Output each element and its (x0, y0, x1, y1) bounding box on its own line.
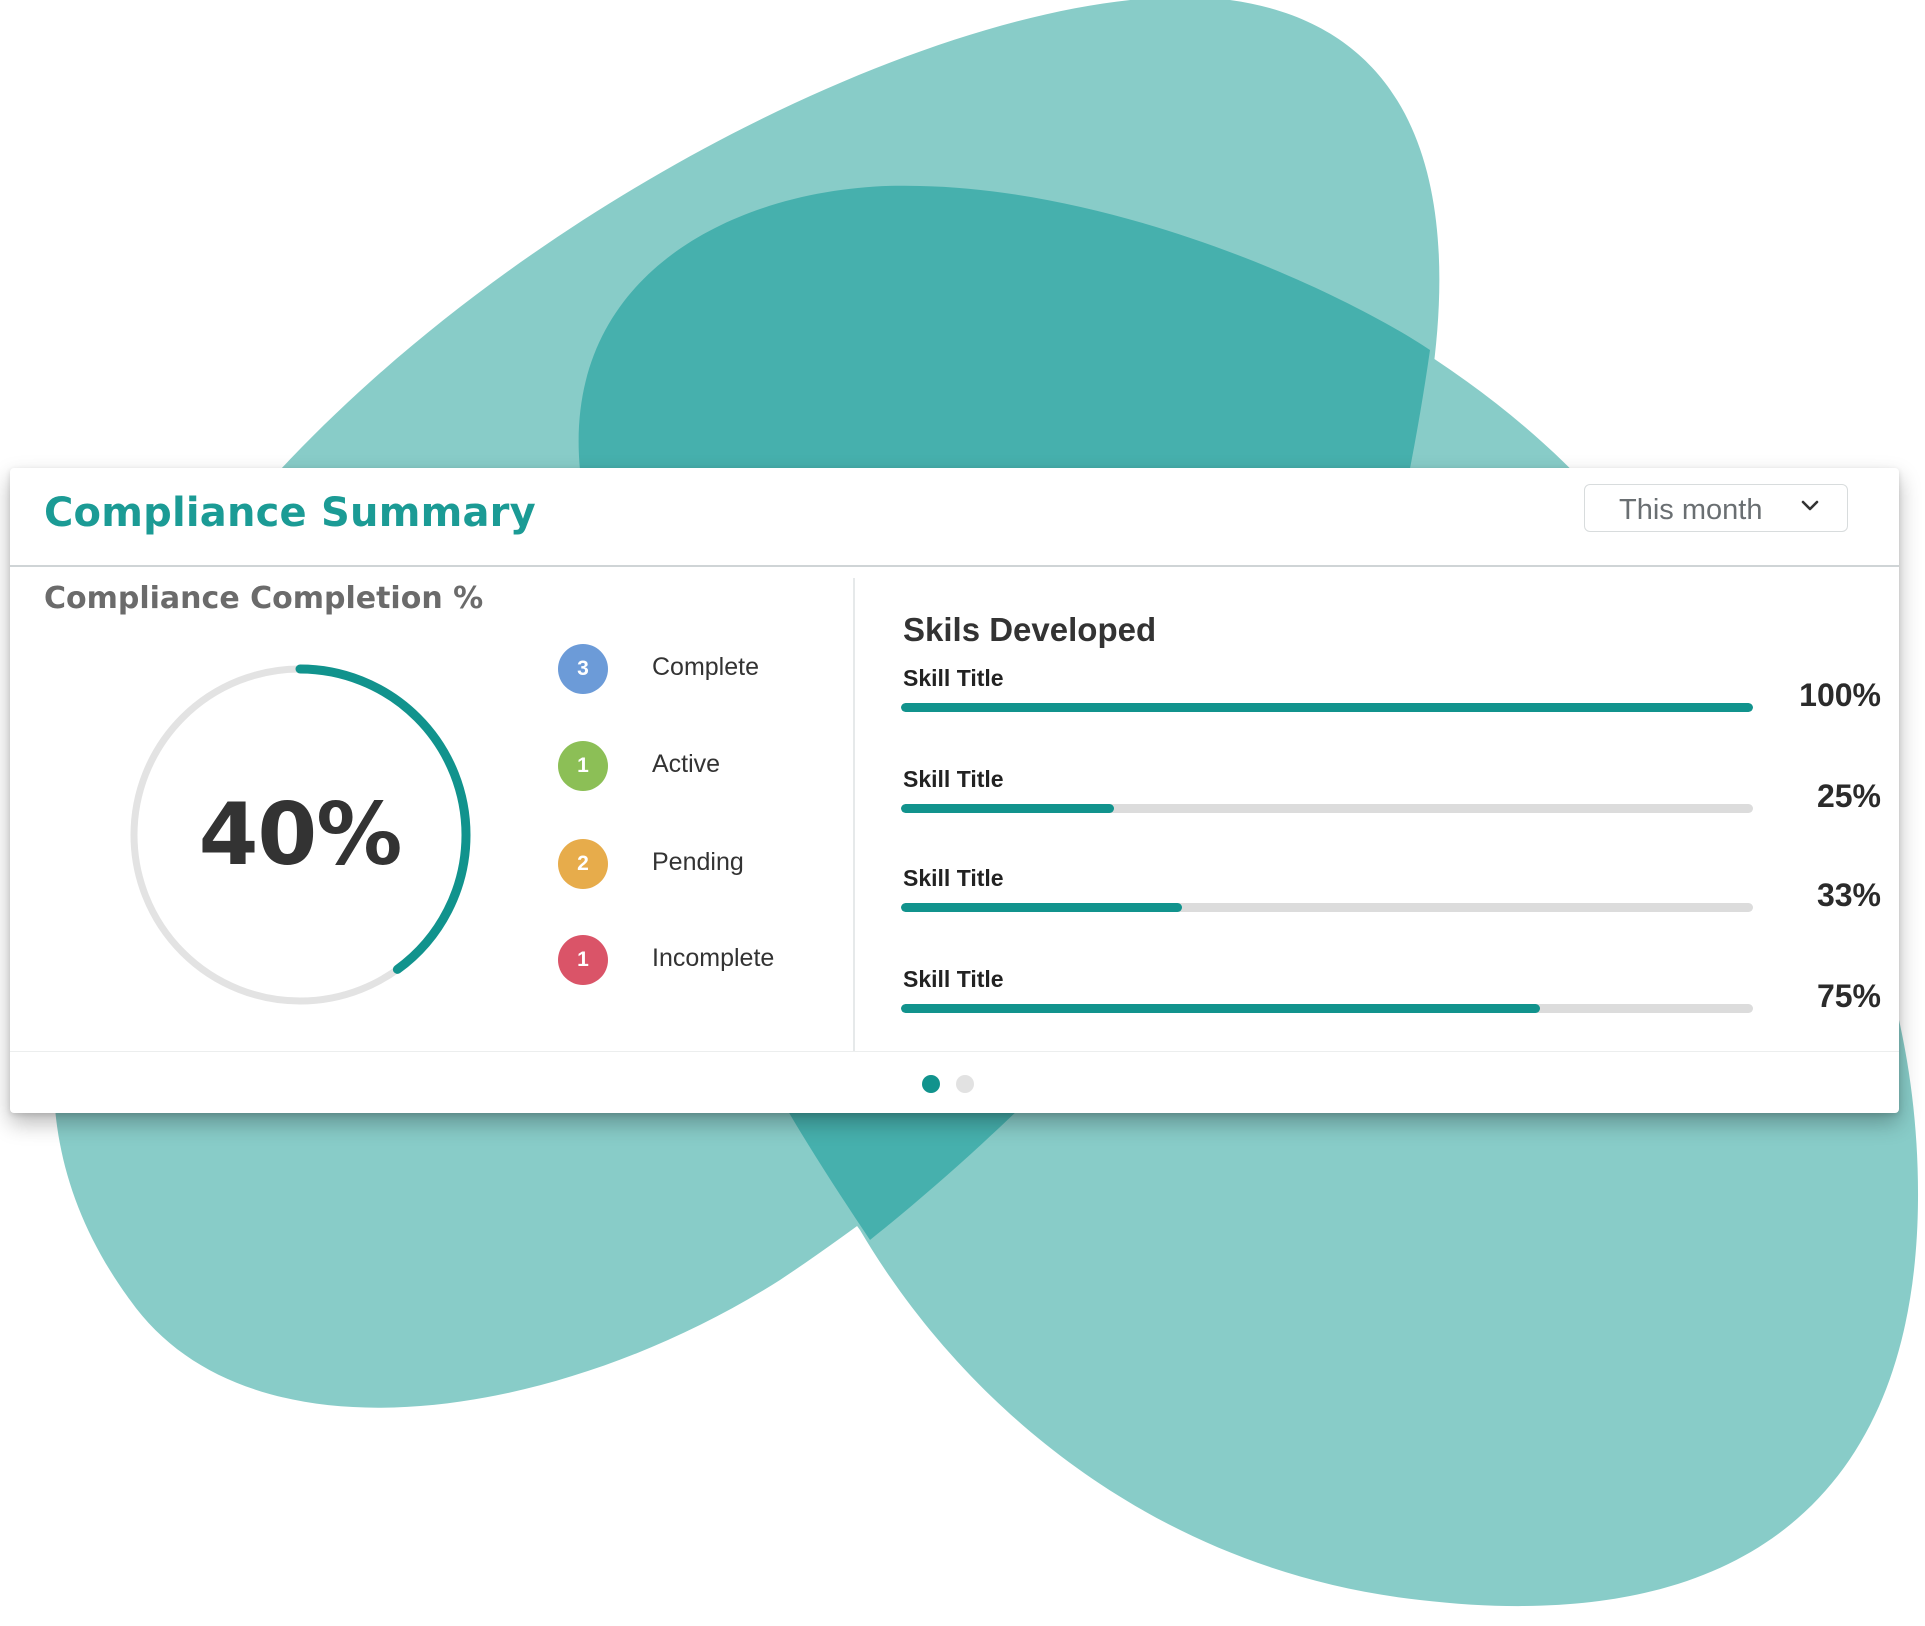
skill-progress-fill (901, 804, 1114, 813)
legend-item-active: 1 Active (558, 739, 818, 793)
chevron-down-icon (1801, 500, 1819, 511)
card-title: Compliance Summary (44, 490, 536, 536)
skill-row: Skill Title 75% (901, 966, 1881, 1046)
skill-progress-track (901, 1004, 1753, 1013)
skill-title: Skill Title (903, 766, 1004, 792)
skill-progress-fill (901, 1004, 1540, 1013)
legend-label: Active (652, 750, 721, 778)
skill-title: Skill Title (903, 865, 1004, 891)
completion-panel: Compliance Completion % 40% 3 Complete 1… (10, 567, 853, 1040)
card-footer (10, 1051, 1899, 1114)
skill-title: Skill Title (903, 665, 1004, 691)
skill-percent: 100% (1799, 677, 1881, 713)
legend-label: Complete (652, 653, 759, 681)
completion-title: Compliance Completion % (44, 581, 484, 616)
completion-value: 40% (198, 785, 403, 885)
skill-row: Skill Title 25% (901, 766, 1881, 846)
skill-row: Skill Title 100% (901, 665, 1881, 745)
period-select[interactable]: This month (1584, 484, 1848, 532)
skill-progress-track (901, 903, 1753, 912)
skill-percent: 25% (1816, 778, 1881, 814)
legend-badge: 3 (558, 644, 608, 694)
card-header: Compliance Summary This month (10, 468, 1899, 567)
completion-donut (129, 664, 471, 1006)
skill-progress-fill (901, 903, 1183, 912)
compliance-summary-card: Compliance Summary This month Compliance… (10, 468, 1899, 1113)
legend-item-complete: 3 Complete (558, 642, 818, 696)
skill-progress-track (901, 703, 1753, 712)
legend-label: Pending (652, 848, 744, 876)
legend-badge: 1 (558, 935, 608, 985)
skill-progress-track (901, 804, 1753, 813)
pager (910, 1072, 990, 1096)
skill-percent: 75% (1816, 978, 1881, 1014)
skills-title: Skils Developed (903, 611, 1157, 648)
period-select-value: This month (1619, 494, 1763, 526)
pager-dot-2[interactable] (956, 1075, 974, 1093)
skill-percent: 33% (1816, 877, 1881, 913)
legend-item-pending: 2 Pending (558, 837, 818, 891)
legend-label: Incomplete (652, 944, 775, 972)
legend-badge: 1 (558, 741, 608, 791)
donut-progress (129, 664, 471, 1006)
skill-title: Skill Title (903, 966, 1004, 992)
skills-panel: Skils Developed Skill Title 100% Skill T… (855, 567, 1899, 1040)
panel-divider (853, 578, 855, 1051)
skill-row: Skill Title 33% (901, 865, 1881, 945)
pager-dot-1[interactable] (922, 1075, 940, 1093)
legend-badge: 2 (558, 839, 608, 889)
legend-item-incomplete: 1 Incomplete (558, 933, 818, 987)
skill-progress-fill (901, 703, 1753, 712)
